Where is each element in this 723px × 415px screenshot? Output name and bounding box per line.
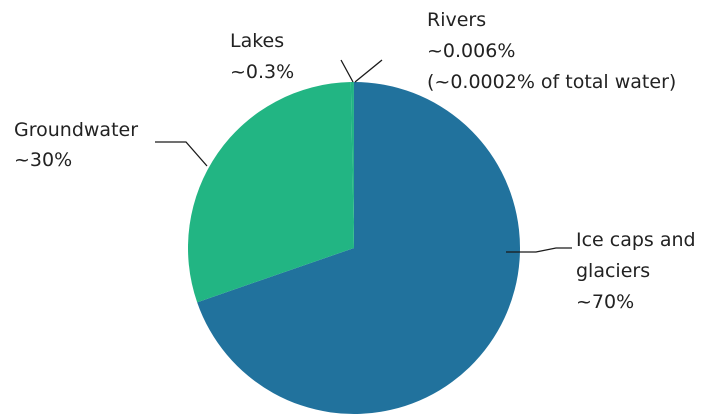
label-lakes: Lakes ~0.3% <box>230 30 294 83</box>
label-rivers-line-1: Rivers <box>427 9 486 31</box>
leader-line-lakes <box>340 59 354 83</box>
pie-slice-ice-caps-and-glaciers <box>197 81 521 414</box>
label-groundwater-line-1: Groundwater <box>14 119 138 141</box>
leader-line-ice-caps <box>506 247 572 253</box>
leader-line-rivers <box>354 59 383 83</box>
label-lakes-line-1: Lakes <box>230 30 284 52</box>
pie-slices <box>188 81 521 414</box>
pie-slice-groundwater <box>188 82 354 303</box>
label-rivers-percent: ~0.006% <box>427 40 515 62</box>
label-groundwater: Groundwater ~30% <box>14 119 144 171</box>
label-ice-caps: Ice caps and glaciers ~70% <box>576 229 702 313</box>
label-rivers-note: (~0.0002% of total water) <box>427 71 676 93</box>
pie-slice-lakes <box>350 82 354 248</box>
leader-line-groundwater <box>155 141 208 167</box>
label-ice-caps-line-1: Ice caps and <box>576 229 696 251</box>
label-groundwater-percent: ~30% <box>14 149 72 171</box>
label-lakes-percent: ~0.3% <box>230 61 294 83</box>
label-ice-caps-line-2: glaciers <box>576 260 650 282</box>
label-rivers: Rivers ~0.006% (~0.0002% of total water) <box>427 9 676 93</box>
label-ice-caps-percent: ~70% <box>576 291 634 313</box>
